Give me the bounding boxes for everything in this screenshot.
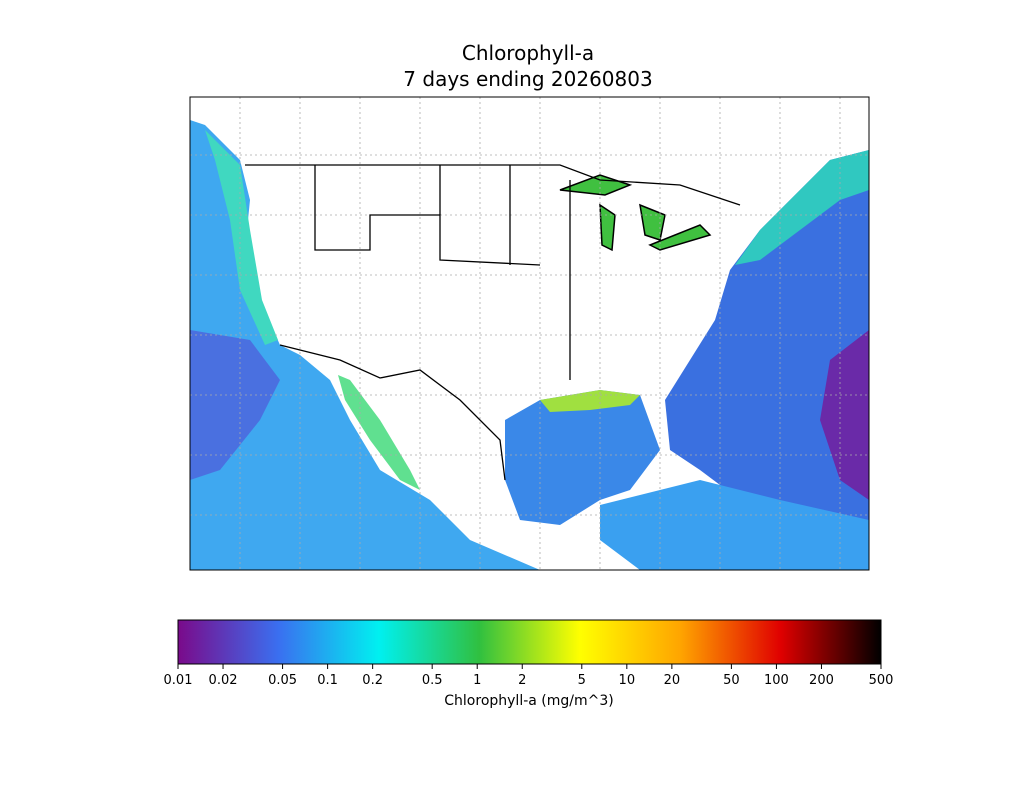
colorbar-tick-label: 2 <box>518 673 526 688</box>
ocean-pacific <box>190 120 540 570</box>
colorbar-tick-label: 0.2 <box>362 673 383 688</box>
gulf-california <box>338 375 420 490</box>
colorbar-tick-label: 50 <box>723 673 740 688</box>
colorbar-label: Chlorophyll-a (mg/m^3) <box>444 693 613 709</box>
colorbar-tick-label: 20 <box>664 673 681 688</box>
colorbar-tick-label: 200 <box>809 673 834 688</box>
shelf-band <box>735 150 869 265</box>
ocean-oligotrophic <box>820 330 869 500</box>
colorbar-tick-label: 100 <box>764 673 789 688</box>
coastal-band <box>205 130 278 345</box>
colorbar <box>177 619 882 665</box>
graticule <box>190 97 869 570</box>
great-lakes <box>559 174 712 252</box>
colorbar-tick-label: 500 <box>869 673 894 688</box>
colorbar-tick-label: 0.02 <box>209 673 238 688</box>
ocean-deep <box>190 330 280 480</box>
title: Chlorophyll-a <box>462 41 594 65</box>
map-frame <box>189 96 870 571</box>
colorbar-tick-label: 5 <box>578 673 586 688</box>
colorbar-tick-label: 10 <box>619 673 636 688</box>
subtitle: 7 days ending 20260803 <box>403 67 652 91</box>
ocean-atlantic <box>665 150 869 570</box>
gulf-mexico <box>505 390 660 525</box>
map <box>190 97 869 570</box>
colorbar-tick-label: 0.1 <box>317 673 338 688</box>
colorbar-tick-label: 0.5 <box>422 673 443 688</box>
gulf-coast <box>540 390 640 412</box>
colorbar-tick-label: 0.05 <box>268 673 297 688</box>
colorbar-tick-label: 0.01 <box>164 673 193 688</box>
colorbar-tick-label: 1 <box>473 673 481 688</box>
borders <box>245 164 741 481</box>
caribbean <box>600 480 869 570</box>
